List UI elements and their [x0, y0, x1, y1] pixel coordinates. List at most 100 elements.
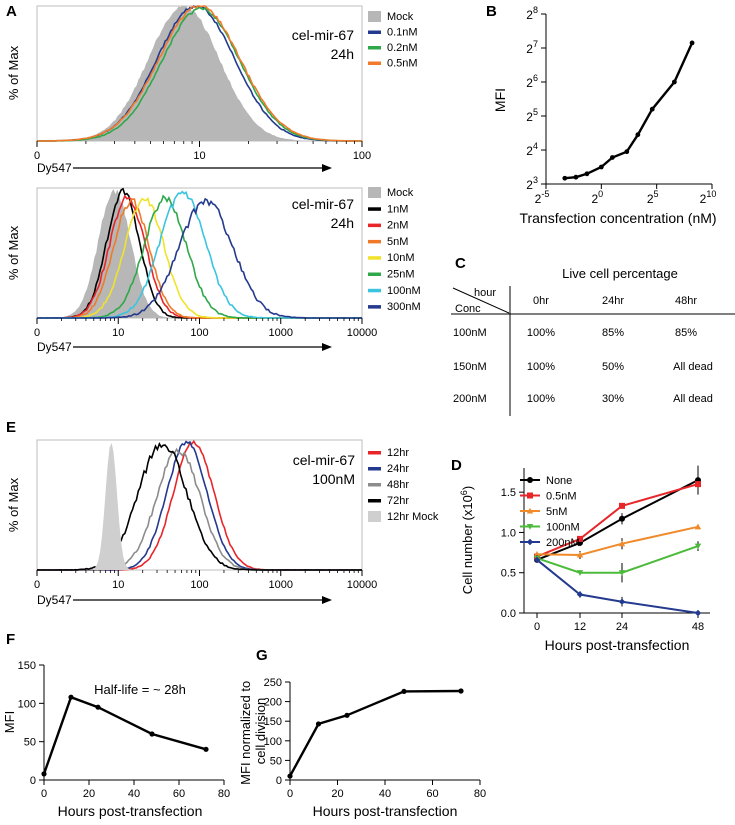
tick-exponent: 5 [654, 189, 659, 199]
data-point [527, 492, 533, 499]
x-tick-label: 0 [34, 150, 40, 162]
panel-e-y-label: % of Max [6, 477, 21, 532]
x-tick-label: 20 [83, 788, 95, 800]
table-row-label: 150nM [453, 361, 487, 373]
y-tick-label: 26 [526, 73, 538, 90]
panel-d-y-label: Cell number (x106) [459, 486, 475, 594]
legend-label: 5nM [387, 236, 408, 248]
x-tick-label: 20 [591, 189, 603, 206]
panel-f-x-ticks: 0 20 40 60 80 [41, 780, 230, 800]
panel-g-chart: 0 50 100 150 200 250 0 20 40 60 80 MFI normalized… [238, 677, 486, 819]
tick-exponent: 6 [533, 73, 538, 83]
y-tick-label: 0.0 [501, 608, 516, 620]
data-point [526, 507, 534, 514]
tick-base: 2 [526, 178, 533, 192]
table-cell: All dead [673, 393, 713, 405]
panel-e-curves [36, 439, 363, 571]
panel-b-x-label: Transfection concentration (nM) [519, 210, 716, 226]
data-point [526, 538, 534, 546]
data-point [573, 174, 579, 180]
data-point [401, 688, 407, 695]
table-row-label: 100nM [453, 327, 487, 339]
legend-swatch [368, 239, 381, 244]
panel-b-series-line [564, 42, 694, 180]
x-tick-label: 80 [474, 788, 486, 800]
legend-swatch [368, 30, 381, 34]
legend-swatch [368, 256, 381, 260]
x-tick-label: 24 [616, 621, 628, 633]
data-point [527, 477, 533, 483]
panel-letter-d: D [451, 457, 462, 474]
histogram-series-12hr-mock [37, 442, 362, 570]
table-cell: 100% [527, 361, 555, 373]
tick-base: 2 [647, 192, 654, 206]
panel-g-points [287, 688, 464, 779]
panel-g-y-label: MFI normalized to cell division [238, 677, 268, 785]
legend-swatch [368, 207, 381, 211]
legend-swatch [368, 61, 381, 65]
table-cell: 50% [602, 361, 624, 373]
panel-a1-subtitle: 24h [331, 46, 354, 62]
panel-a2-histogram: 0 10 100 1000 10000 % of Max Dy547 cel-mir-6… [6, 187, 421, 354]
panel-letter-b: B [486, 3, 497, 20]
data-point [576, 570, 584, 576]
histogram-series-72hr [37, 442, 362, 571]
legend-swatch [368, 305, 381, 309]
series-line-5nm [536, 525, 699, 557]
table-title: Live cell percentage [562, 266, 678, 281]
legend-label: 12hr [387, 447, 409, 459]
x-tick-label: 12 [574, 621, 586, 633]
tick-base: 2 [526, 8, 533, 22]
y-tick-label: 50 [270, 755, 282, 767]
panel-f-y-label: MFI [2, 711, 17, 733]
y-tick-label: 100 [18, 698, 36, 710]
legend-swatch [368, 187, 381, 198]
histogram-series-mock [37, 6, 362, 141]
legend-label: Mock [387, 11, 414, 23]
tick-base: 2 [700, 192, 707, 206]
panel-a1-legend: Mock 0.1nM 0.2nM 0.5nM [368, 11, 418, 70]
legend-label: 72hr [387, 495, 409, 507]
data-point [619, 502, 625, 509]
x-tick-label: 0 [534, 621, 540, 633]
legend-swatch [368, 451, 381, 455]
y-tick-label: 27 [526, 39, 538, 56]
x-tick-label: 40 [379, 788, 391, 800]
panel-g-series-line [288, 689, 462, 777]
data-point [694, 609, 702, 617]
x-tick-label: 10 [193, 150, 205, 162]
y-tick-label: 200 [264, 697, 282, 709]
legend-swatch [368, 511, 381, 522]
tick-base: 2 [591, 192, 598, 206]
data-point [577, 535, 583, 542]
x-tick-label: 0 [287, 788, 293, 800]
panel-a2-legend: Mock 1nM 2nM 5nM 10nM 25nM 100nM 300nM [368, 187, 421, 313]
x-tick-label: 48 [692, 621, 704, 633]
panel-f-points [41, 694, 209, 777]
panel-g-y-label-line1: MFI normalized to [238, 681, 253, 785]
legend-label: 25nM [387, 269, 415, 281]
y-tick-label: 25 [526, 107, 538, 124]
data-point [671, 79, 677, 85]
x-tick-label: 80 [218, 788, 230, 800]
panel-a1-title: cel-mir-67 [292, 27, 354, 43]
x-tick-label: 0 [34, 327, 40, 339]
panel-a2-x-label: Dy547 [37, 340, 72, 354]
panel-e-x-arrowhead [322, 596, 332, 604]
data-point [576, 551, 584, 558]
y-tick-label: 0.5 [501, 568, 516, 580]
panel-a2-curves [36, 187, 363, 319]
legend-label: None [546, 475, 572, 487]
table-cell: 100% [527, 327, 555, 339]
table-cell: 100% [527, 393, 555, 405]
panel-a2-x-ticks: 0 10 100 1000 10000 [34, 318, 377, 339]
x-tick-label: 100 [190, 579, 208, 591]
x-tick-label: 10000 [347, 327, 378, 339]
panel-a2-subtitle: 24h [331, 215, 354, 231]
legend-label: 1nM [387, 203, 408, 215]
panel-a1-curves [36, 4, 363, 142]
legend-swatch [368, 46, 381, 50]
x-tick-label: 0 [34, 579, 40, 591]
